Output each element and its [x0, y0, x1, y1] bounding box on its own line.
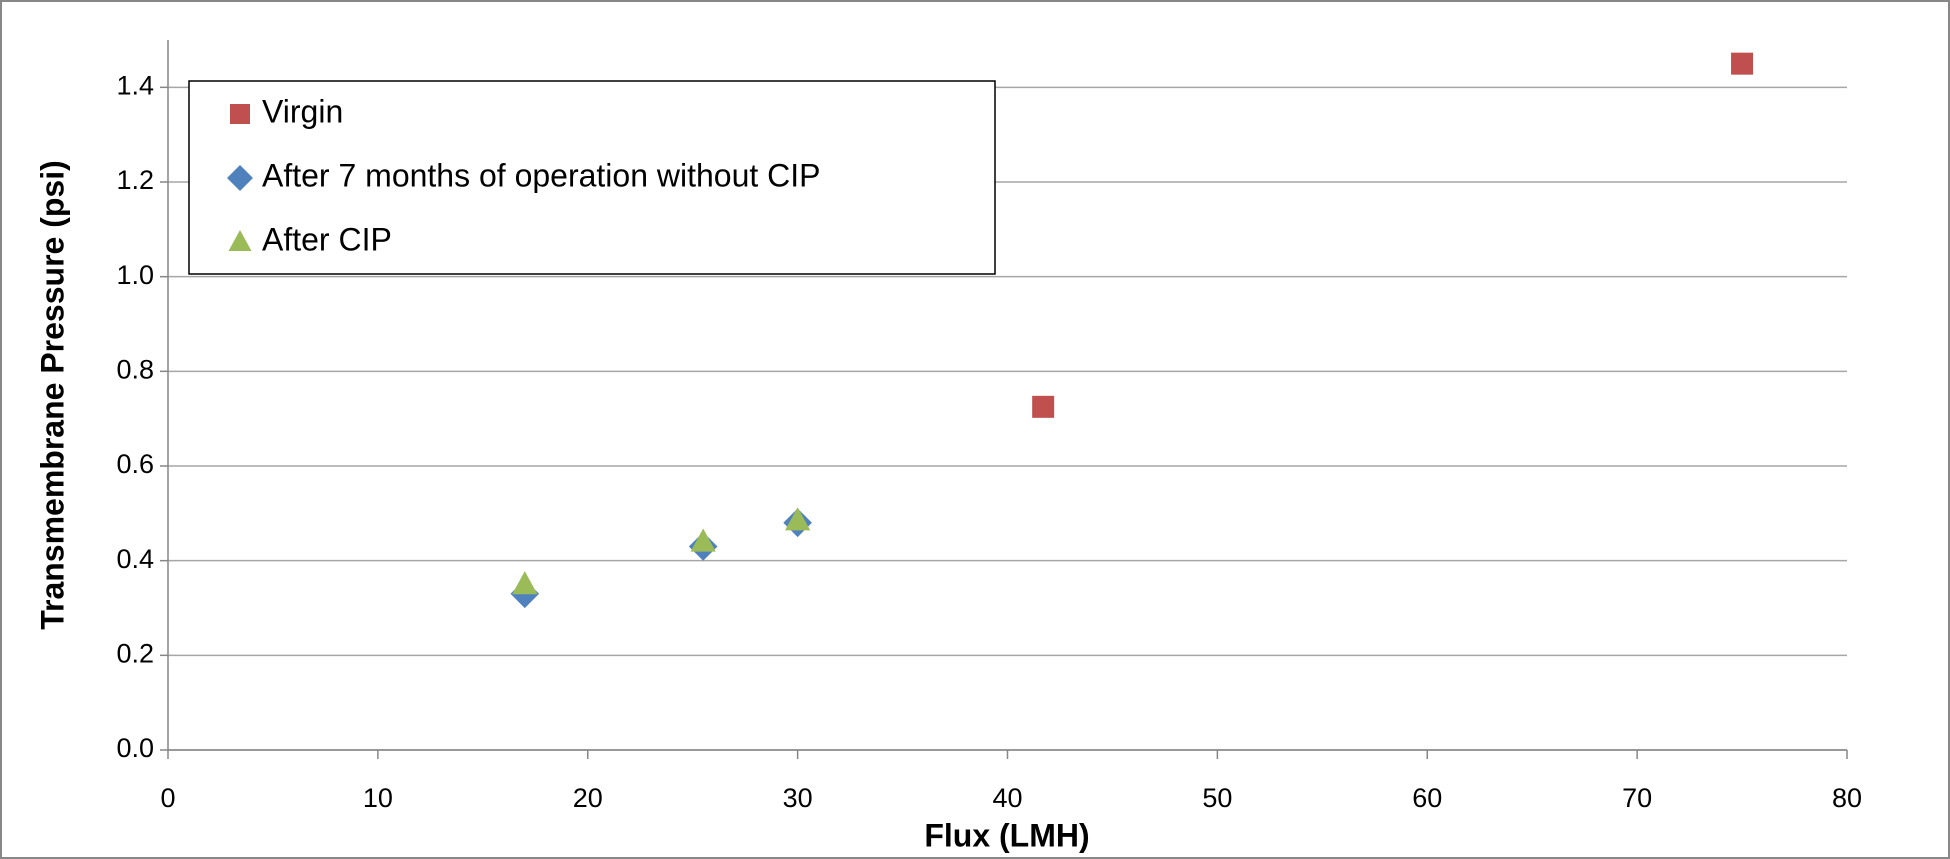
- x-tick-label: 60: [1412, 783, 1442, 813]
- y-tick-label: 0.0: [116, 733, 154, 763]
- y-tick-label: 0.8: [116, 354, 154, 384]
- x-tick-label: 30: [783, 783, 813, 813]
- x-axis-title: Flux (LMH): [924, 817, 1089, 853]
- x-tick-label: 70: [1622, 783, 1652, 813]
- y-tick-label: 1.2: [116, 165, 154, 195]
- x-tick-label: 20: [573, 783, 603, 813]
- x-tick-label: 0: [160, 783, 175, 813]
- x-tick-label: 40: [992, 783, 1022, 813]
- y-tick-label: 0.4: [116, 544, 154, 574]
- x-tick-label: 80: [1832, 783, 1862, 813]
- x-tick-label: 50: [1202, 783, 1232, 813]
- legend-box: [188, 80, 996, 275]
- legend-label: After CIP: [262, 221, 392, 257]
- diamond-marker: [227, 165, 253, 191]
- x-tick-label: 10: [363, 783, 393, 813]
- y-tick-label: 0.6: [116, 449, 154, 479]
- triangle-marker: [512, 571, 538, 595]
- legend-label: After 7 months of operation without CIP: [262, 157, 821, 193]
- y-tick-label: 0.2: [116, 638, 154, 668]
- y-tick-label: 1.4: [116, 70, 154, 100]
- triangle-marker: [690, 528, 716, 552]
- y-tick-label: 1.0: [116, 260, 154, 290]
- square-marker: [230, 104, 250, 124]
- triangle-marker: [228, 230, 252, 251]
- triangle-marker: [784, 507, 811, 531]
- legend-label: Virgin: [262, 93, 343, 129]
- square-marker: [1731, 52, 1754, 75]
- y-axis-title: Transmembrane Pressure (psi): [34, 160, 70, 630]
- square-marker: [1032, 395, 1055, 418]
